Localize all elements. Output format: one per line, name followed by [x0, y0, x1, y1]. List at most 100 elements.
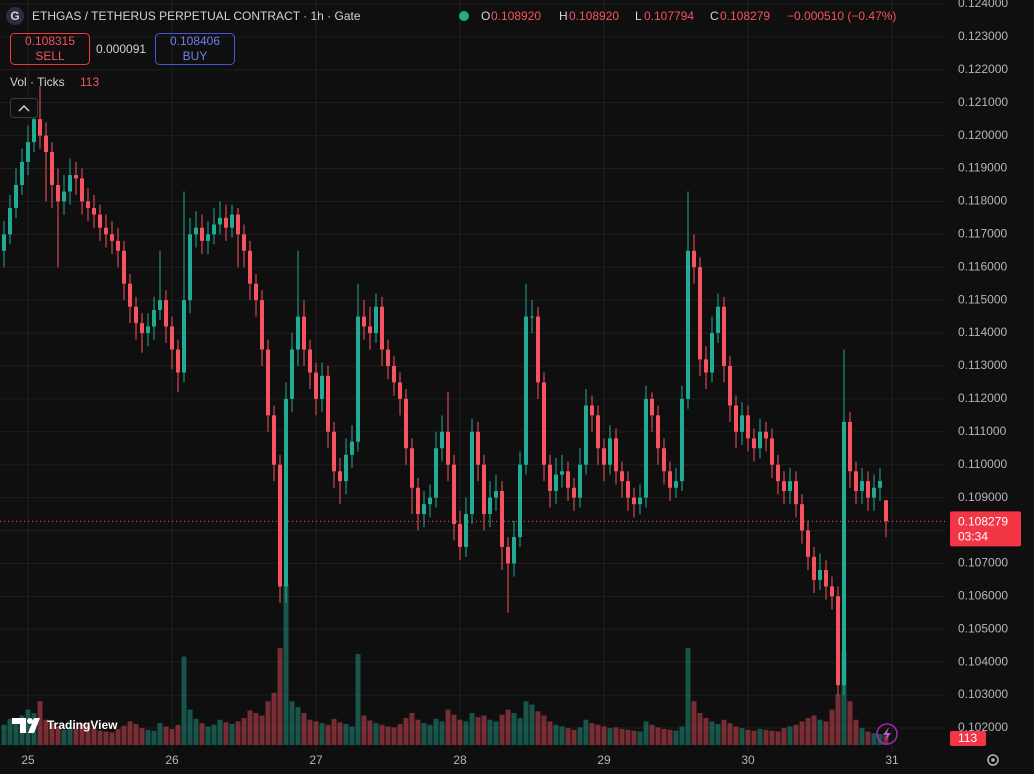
candle-body	[836, 596, 840, 686]
volume-bar	[433, 718, 439, 745]
volume-bar	[229, 723, 235, 745]
volume-bar	[163, 726, 169, 745]
candle-body	[86, 201, 90, 208]
volume-bar	[43, 719, 49, 745]
volume-bar	[619, 729, 625, 745]
candle-body	[428, 497, 432, 505]
candle-body	[98, 214, 102, 228]
candle-body	[692, 250, 696, 268]
volume-tag-value: 113	[958, 731, 977, 745]
candle-body	[446, 431, 450, 465]
volume-bar	[763, 729, 769, 745]
y-tick-label: 0.114000	[958, 325, 1007, 339]
candle-body	[860, 481, 864, 492]
volume-bar	[115, 729, 121, 745]
candle-body	[116, 240, 120, 251]
volume-bar	[463, 721, 469, 745]
buy-button[interactable]	[155, 33, 235, 65]
candle-body	[422, 504, 426, 515]
volume-bar	[727, 723, 733, 745]
candle-body	[650, 398, 654, 416]
candle-body	[332, 431, 336, 472]
volume-bar	[343, 723, 349, 745]
alert-icon[interactable]	[876, 723, 898, 745]
volume-bar	[271, 692, 277, 745]
candle-body	[680, 398, 684, 482]
candle-body	[170, 326, 174, 350]
settings-icon[interactable]	[987, 754, 999, 766]
symbol-title[interactable]: ETHGAS / TETHERUS PERPETUAL CONTRACT · 1…	[32, 9, 361, 23]
volume-bar	[493, 721, 499, 745]
y-tick-label: 0.120000	[958, 128, 1008, 142]
volume-bar	[301, 713, 307, 745]
volume-bar	[55, 726, 61, 745]
volume-bar	[487, 719, 493, 745]
candle-body	[2, 234, 6, 251]
candle-body	[578, 464, 582, 498]
candle-body	[818, 570, 822, 580]
y-tick-label: 0.119000	[958, 161, 1007, 175]
candle-body	[506, 546, 510, 564]
volume-bar	[811, 715, 817, 745]
last-price-tag	[950, 511, 1021, 547]
volume-bar	[631, 730, 637, 745]
y-tick-label: 0.112000	[958, 391, 1007, 405]
volume-bar	[739, 728, 745, 745]
candle-body	[440, 431, 444, 449]
volume-bar	[655, 727, 661, 745]
volume-bar	[289, 701, 295, 745]
candle-body	[884, 500, 888, 522]
candle-body	[524, 316, 528, 465]
market-status-dot	[459, 11, 469, 21]
y-tick-label: 0.113000	[958, 358, 1007, 372]
volume-bar	[265, 701, 271, 745]
y-tick-label: 0.106000	[958, 589, 1008, 603]
candle-body	[356, 316, 360, 442]
volume-bar	[397, 723, 403, 745]
candle-body	[314, 372, 318, 399]
sell-button[interactable]	[10, 33, 90, 65]
candle-body	[536, 316, 540, 383]
volume-bar	[355, 654, 361, 745]
volume-bar	[235, 721, 241, 745]
volume-bar	[295, 707, 301, 745]
sell-price: 0.108315	[25, 34, 75, 48]
volume-bar	[109, 732, 115, 745]
candle-body	[776, 464, 780, 482]
candle-body	[278, 464, 282, 587]
volume-bar	[1, 724, 7, 745]
candle-body	[644, 398, 648, 498]
logo-text[interactable]: TradingView	[47, 718, 118, 732]
volume-bar	[481, 715, 487, 745]
logo-icon	[12, 718, 40, 733]
collapse-button[interactable]	[10, 98, 38, 118]
candle-body	[176, 349, 180, 373]
y-tick-label: 0.111000	[958, 424, 1007, 438]
candle-body	[764, 431, 768, 439]
candle-body	[362, 316, 366, 327]
x-tick-label: 31	[885, 753, 899, 767]
candle-body	[188, 234, 192, 301]
volume-tag	[950, 731, 986, 746]
volume-bar	[211, 724, 217, 745]
y-tick-label: 0.107000	[958, 556, 1008, 570]
y-tick-label: 0.103000	[958, 687, 1008, 701]
volume-bar	[121, 725, 127, 745]
candle-body	[842, 421, 846, 686]
candle-body	[80, 178, 84, 202]
volume-bar	[535, 711, 541, 745]
volume-bar	[661, 729, 667, 745]
volume-bar	[439, 721, 445, 745]
candle-body	[512, 537, 516, 564]
x-tick-label: 30	[741, 753, 755, 767]
collapse-icon	[18, 104, 30, 112]
volume-bar	[745, 729, 751, 745]
candle-body	[302, 316, 306, 350]
volume-bar	[253, 713, 259, 745]
candle-body	[134, 306, 138, 324]
spread: 0.000091	[96, 42, 146, 56]
volume-bar	[607, 728, 613, 745]
volume-bar	[127, 721, 133, 745]
candle-body	[50, 152, 54, 185]
